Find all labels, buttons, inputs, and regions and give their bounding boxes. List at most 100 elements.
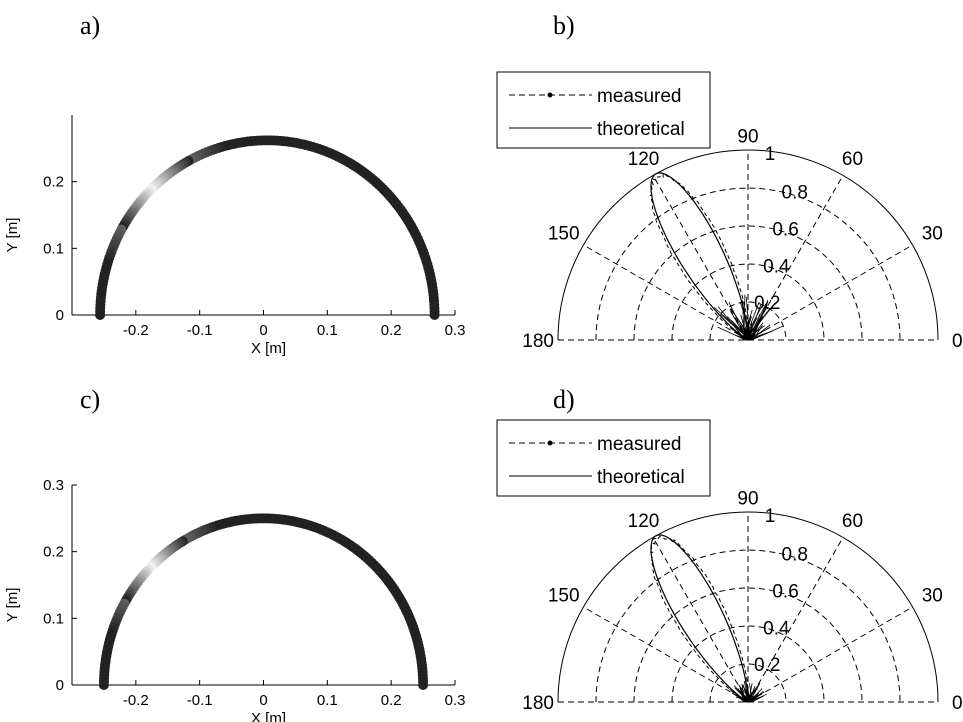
- legend-theoretical-label: theoretical: [597, 119, 685, 140]
- polar-spoke: [747, 537, 844, 703]
- polar-radial-label: 1: [765, 144, 776, 165]
- panel-d-data: [650, 534, 767, 703]
- polar-grid-arc: [633, 587, 863, 703]
- polar-radial-label: 0.4: [763, 256, 790, 277]
- measured-noise-mark: [744, 680, 751, 703]
- x-tick-label: -0.1: [187, 692, 213, 709]
- legend-box: [496, 419, 711, 497]
- panel-d-polar-grid: 0 30 60 90 120 150 180 0.2 0.4 0.6 0.8 1: [522, 489, 962, 714]
- polar-angle-label: 90: [737, 127, 758, 148]
- data-point: [98, 680, 109, 690]
- polar-angle-label: 150: [548, 224, 580, 245]
- measured-curve: [650, 535, 749, 703]
- polar-outer-arc: [557, 149, 939, 341]
- legend-measured-marker: [547, 440, 553, 446]
- measured-curve: [649, 172, 749, 341]
- panel-d-label: d): [553, 385, 575, 414]
- x-tick-label: 0.2: [381, 322, 402, 339]
- x-tick-label: -0.1: [187, 322, 213, 339]
- panel-c-axes: -0.2 -0.1 0 0.1 0.2 0.3 0 0.1 0.2 0.3 X [m] Y [m]: [4, 477, 465, 722]
- x-tick-label: 0.1: [317, 692, 338, 709]
- polar-grid-arc: [709, 301, 787, 341]
- polar-grid-arc: [671, 263, 825, 341]
- polar-spoke: [747, 244, 913, 341]
- y-tick-label: 0.2: [43, 544, 64, 561]
- measured-noise-mark: [743, 308, 761, 341]
- polar-grid-arc: [633, 225, 863, 341]
- measured-noise-mark: [745, 321, 755, 341]
- x-tick-label: 0.3: [445, 692, 466, 709]
- y-axis-label: Y [m]: [4, 218, 21, 253]
- polar-angle-label: 90: [737, 489, 758, 510]
- panel-d-legend: measured theoretical: [496, 419, 711, 497]
- x-tick-label: 0: [259, 322, 267, 339]
- measured-noise-mark: [736, 694, 745, 703]
- y-tick-label: 0: [56, 677, 64, 694]
- data-point: [95, 310, 106, 320]
- polar-angle-label: 180: [522, 693, 554, 714]
- polar-angle-label: 60: [842, 511, 863, 532]
- legend-measured-label: measured: [597, 86, 682, 107]
- y-tick-label: 0.3: [43, 477, 64, 494]
- polar-angle-label: 150: [548, 586, 580, 607]
- panel-c-data: [98, 513, 429, 690]
- measured-noise-mark: [746, 691, 765, 703]
- measured-noise-mark: [744, 329, 760, 341]
- polar-angle-label: 0: [952, 331, 963, 352]
- polar-radial-label: 0.4: [763, 618, 790, 639]
- legend-measured-label: measured: [597, 434, 682, 455]
- panel-d: d) 0 30 60 90 120 150 180 0.2 0.4 0.6 0.8 1 measure…: [496, 385, 963, 714]
- panel-b-label: b): [553, 11, 575, 40]
- panel-b-data: [649, 172, 784, 341]
- measured-noise-mark: [720, 313, 751, 341]
- x-tick-label: -0.2: [123, 322, 149, 339]
- legend-measured-marker: [547, 92, 553, 98]
- polar-radial-label: 0.6: [772, 581, 798, 602]
- panel-a-label: a): [80, 11, 100, 40]
- x-tick-label: 0: [259, 692, 267, 709]
- polar-spoke: [652, 175, 749, 341]
- polar-outer-arc: [557, 511, 939, 703]
- polar-angle-label: 120: [628, 511, 660, 532]
- polar-radial-label: 0.8: [782, 183, 808, 204]
- polar-angle-label: 180: [522, 331, 554, 352]
- polar-angle-label: 30: [922, 586, 943, 607]
- polar-grid-arc: [595, 549, 901, 703]
- panel-a-data: [95, 135, 440, 320]
- polar-grid-arc: [709, 663, 787, 703]
- polar-spoke: [652, 537, 749, 703]
- measured-noise-mark: [752, 692, 760, 703]
- polar-spoke: [583, 606, 749, 703]
- measured-noise-mark: [717, 326, 746, 341]
- x-axis-label: X [m]: [251, 710, 286, 722]
- x-axis-label: X [m]: [251, 340, 286, 357]
- panel-b-legend: measured theoretical: [496, 71, 711, 149]
- panel-a-axes: -0.2 -0.1 0 0.1 0.2 0.3 0 0.1 0.2 X [m] Y [m]: [4, 115, 465, 357]
- measured-noise-mark: [746, 315, 763, 341]
- legend-box: [496, 71, 711, 149]
- polar-radial-label: 0.8: [782, 545, 808, 566]
- y-axis-label: Y [m]: [4, 588, 21, 623]
- panel-a: a) -0.2 -0.1 0 0.1 0.2 0.3 0 0.1 0.2 X [m] Y [m]: [4, 11, 465, 357]
- polar-angle-label: 0: [952, 693, 963, 714]
- polar-radial-label: 0.2: [754, 655, 780, 676]
- y-tick-label: 0.1: [43, 240, 64, 257]
- x-tick-label: 0.1: [317, 322, 338, 339]
- x-tick-label: 0.2: [381, 692, 402, 709]
- measured-noise-mark: [741, 684, 746, 703]
- polar-angle-label: 60: [842, 149, 863, 170]
- polar-grid-arc: [671, 625, 825, 703]
- measured-noise-mark: [742, 684, 750, 703]
- measured-noise-mark: [748, 683, 753, 703]
- x-tick-label: 0.3: [445, 322, 466, 339]
- polar-angle-label: 120: [628, 149, 660, 170]
- measured-noise-mark: [749, 682, 761, 703]
- panel-c: c) -0.2 -0.1 0 0.1 0.2 0.3 0 0.1 0.2 0.3 X [m] Y [m…: [4, 385, 465, 722]
- measured-noise-mark: [743, 680, 749, 703]
- panel-c-label: c): [80, 385, 100, 414]
- measured-noise-mark: [740, 698, 750, 703]
- polar-radial-label: 0.6: [772, 219, 798, 240]
